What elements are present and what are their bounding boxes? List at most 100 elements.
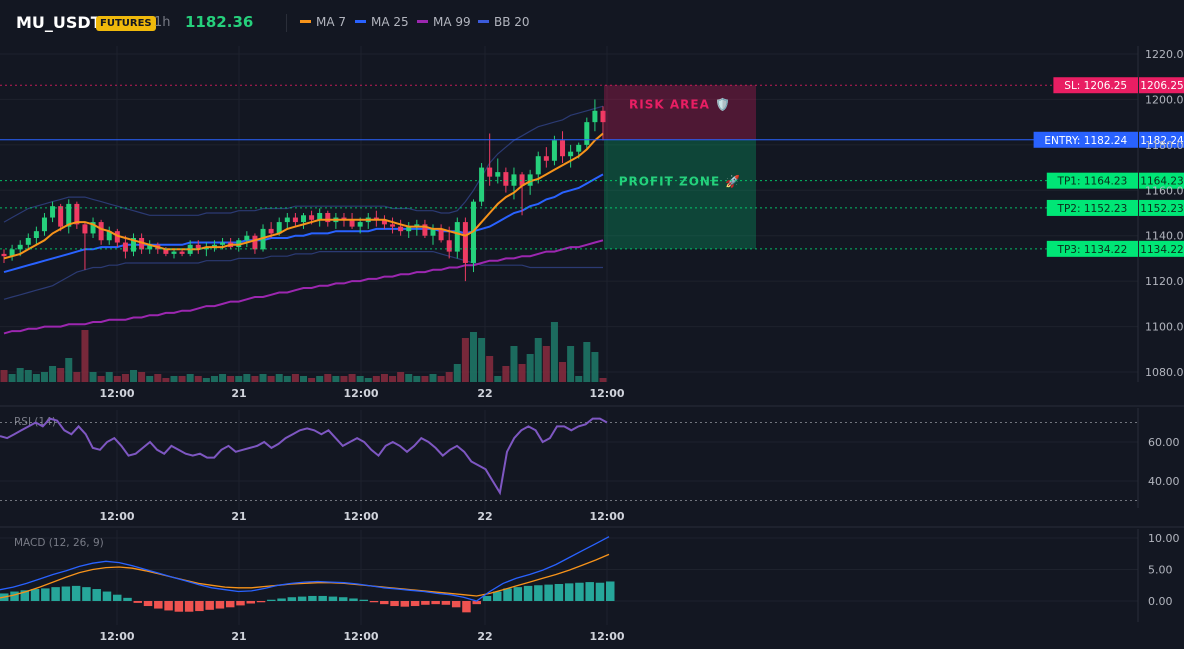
candle-body	[252, 235, 258, 250]
macd-histogram-bar	[369, 601, 379, 603]
volume-bar	[202, 378, 210, 382]
ma99-swatch	[417, 20, 428, 23]
macd-histogram-bar	[390, 601, 399, 607]
macd-histogram	[0, 581, 615, 613]
volume-bar	[429, 374, 437, 382]
price-axis-tick: 1120.00	[1145, 275, 1184, 288]
legend-bb20-label: BB 20	[494, 15, 530, 29]
macd-histogram-bar	[143, 601, 153, 607]
last-price: 1182.36	[185, 13, 254, 31]
legend-ma99[interactable]: MA 99	[417, 15, 471, 29]
volume-bar	[389, 376, 397, 382]
ma25-swatch	[355, 20, 366, 23]
macd-histogram-bar	[123, 597, 132, 601]
candle-body	[195, 244, 201, 250]
volume-bar	[146, 376, 154, 382]
candle-body	[519, 174, 525, 186]
volume-bar	[267, 376, 275, 382]
time-axis-tick: 12:00	[589, 630, 624, 643]
volume-bar	[300, 376, 307, 382]
volume-bar	[486, 356, 494, 382]
volume-bar	[8, 374, 16, 382]
volume-bar	[251, 376, 259, 382]
candle-body	[1, 253, 7, 257]
macd-histogram-bar	[554, 583, 564, 601]
level-label-entry: ENTRY: 1182.24	[1044, 135, 1127, 147]
candle-body	[292, 217, 298, 223]
candle-body	[98, 222, 104, 241]
candle-body	[66, 203, 72, 227]
price-axis-tag-text: 1206.25	[1140, 80, 1183, 92]
symbol-name[interactable]: MU_USDT	[16, 13, 102, 32]
candle-body	[220, 242, 226, 245]
volume-bar	[316, 376, 324, 382]
volume-bar	[130, 370, 138, 382]
volume-bar	[340, 376, 348, 382]
macd-histogram-bar	[338, 597, 348, 601]
macd-histogram-bar	[482, 595, 492, 601]
candle-body	[203, 247, 209, 250]
candle-body	[236, 240, 242, 248]
volume-bar	[348, 374, 356, 382]
macd-histogram-bar	[41, 588, 50, 601]
candle-body	[50, 206, 56, 218]
macd-histogram-bar	[328, 596, 338, 601]
candle-body	[422, 224, 428, 236]
macd-histogram-bar	[30, 589, 40, 601]
macd-histogram-bar	[277, 598, 286, 601]
time-axis-tick: 22	[477, 630, 492, 643]
macd-histogram-bar	[441, 601, 451, 605]
volume-bar	[445, 372, 453, 382]
volume-bar	[121, 374, 129, 382]
volume-bar	[16, 368, 24, 382]
candle-body	[301, 215, 306, 223]
macd-histogram-bar	[513, 587, 523, 601]
volume-bar	[57, 368, 65, 382]
macd-histogram-bar	[380, 601, 389, 605]
candle-body	[171, 251, 177, 254]
level-label-tp: TP3: 1134.22	[1057, 244, 1128, 256]
level-label-box	[1033, 131, 1138, 148]
volume-bar	[324, 374, 332, 382]
candle-body	[163, 249, 169, 254]
macd-histogram-bar	[82, 587, 91, 601]
macd-histogram-bar	[503, 588, 512, 601]
profit-zone	[604, 139, 756, 249]
candle-body	[584, 122, 590, 145]
macd-histogram-bar	[462, 601, 471, 613]
candle-body	[527, 174, 533, 186]
volume-bar	[113, 376, 121, 382]
volume-bar	[534, 338, 542, 382]
price-axis-tick: 1220.00	[1145, 48, 1184, 61]
timeframe-selector[interactable]: 1h	[154, 15, 171, 30]
volume-bar	[259, 374, 267, 382]
volume-bar	[89, 372, 97, 382]
header-divider	[286, 14, 287, 32]
time-axis-tick: 12:00	[343, 387, 378, 400]
volume-bar	[510, 346, 518, 382]
candle-body	[147, 244, 153, 250]
legend-bb20[interactable]: BB 20	[478, 15, 530, 29]
profit-zone-label: PROFIT ZONE 🚀	[619, 175, 742, 189]
macd-histogram-bar	[349, 598, 358, 601]
bb20-swatch	[478, 20, 489, 23]
legend-ma7[interactable]: MA 7	[300, 15, 346, 29]
price-axis-tag-text: 1182.24	[1140, 135, 1184, 147]
candle-body	[357, 222, 363, 227]
macd-histogram-bar	[225, 601, 235, 608]
candle-body	[284, 217, 290, 223]
macd-histogram-bar	[421, 601, 430, 605]
macd-histogram-bar	[564, 583, 574, 601]
candle-body	[317, 213, 323, 220]
level-label-box	[1046, 172, 1138, 189]
legend-ma25[interactable]: MA 25	[355, 15, 409, 29]
rsi-line	[0, 417, 608, 496]
volume-bar	[65, 358, 73, 382]
rsi-axis-tick: 40.00	[1148, 475, 1180, 488]
macd-histogram-bar	[184, 601, 194, 612]
volume-bar	[591, 352, 599, 382]
macd-histogram-bar	[523, 585, 533, 601]
candle-body	[390, 224, 396, 227]
macd-histogram-bar	[297, 596, 307, 601]
